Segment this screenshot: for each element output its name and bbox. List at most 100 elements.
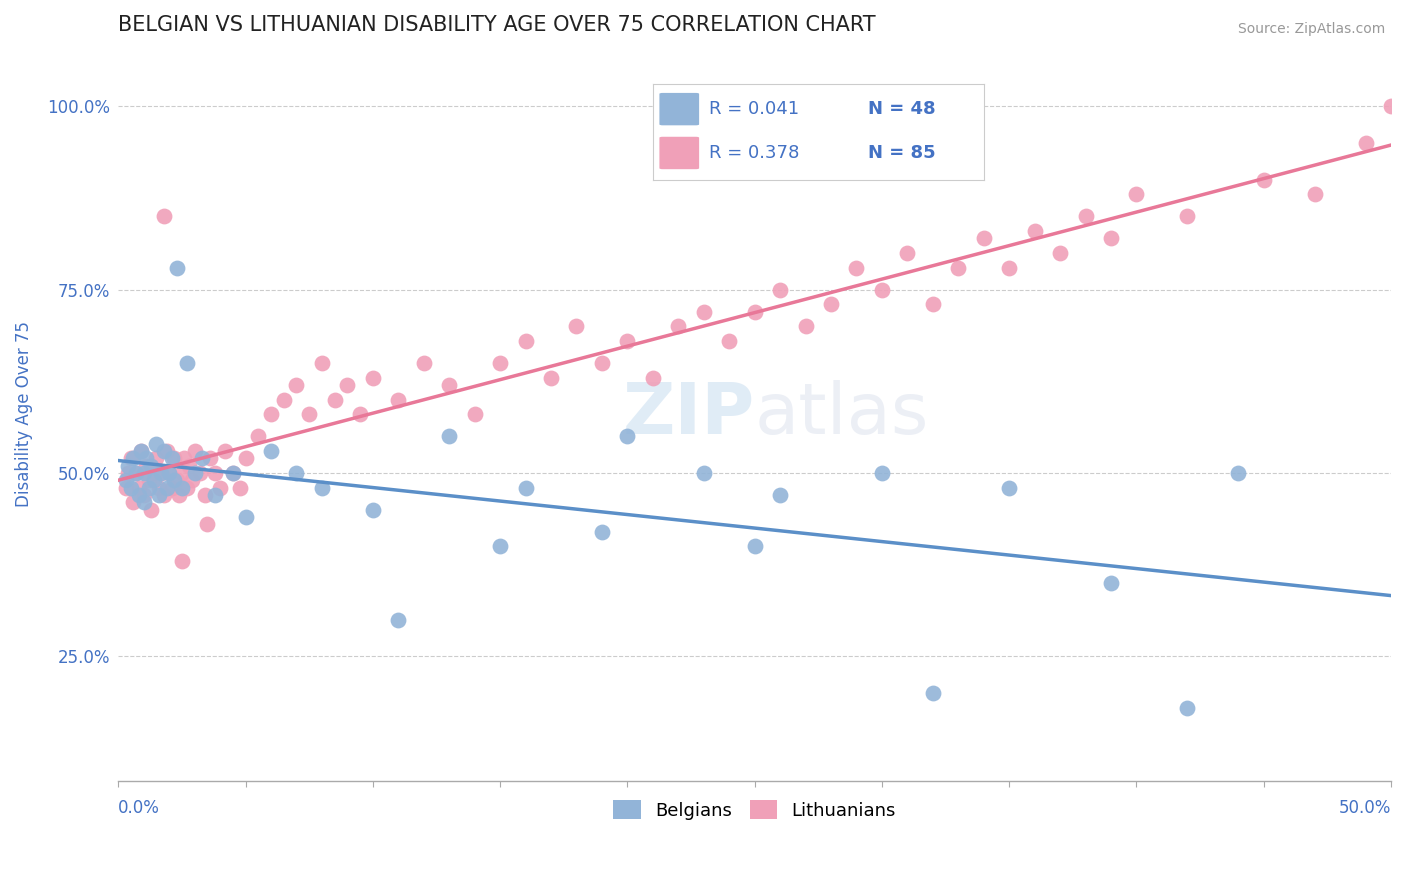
Point [235, 510, 257, 524]
Point [1024, 224, 1046, 238]
Point [1074, 210, 1097, 224]
Point [1175, 700, 1198, 714]
Point [412, 356, 434, 370]
Point [311, 356, 333, 370]
Point [122, 495, 145, 509]
Point [166, 473, 188, 487]
Point [153, 210, 176, 224]
Point [437, 429, 460, 443]
Point [138, 481, 160, 495]
Point [387, 613, 409, 627]
Point [191, 451, 214, 466]
Point [666, 319, 689, 334]
Point [166, 260, 188, 275]
Point [565, 319, 588, 334]
Point [692, 304, 714, 318]
Point [170, 466, 193, 480]
Point [160, 481, 183, 495]
Point [260, 407, 283, 421]
Point [1175, 210, 1198, 224]
Point [361, 370, 384, 384]
Point [169, 488, 191, 502]
Point [142, 466, 165, 480]
Point [616, 334, 638, 348]
Point [132, 495, 155, 509]
Point [515, 334, 537, 348]
Point [198, 451, 221, 466]
Point [195, 517, 218, 532]
Point [921, 297, 943, 311]
Point [214, 444, 236, 458]
Point [921, 686, 943, 700]
Point [115, 481, 138, 495]
Point [1253, 172, 1275, 186]
Text: 50.0%: 50.0% [1339, 799, 1391, 817]
Point [145, 451, 167, 466]
Point [820, 297, 842, 311]
Point [128, 481, 150, 495]
Point [285, 466, 308, 480]
Text: Source: ZipAtlas.com: Source: ZipAtlas.com [1237, 22, 1385, 37]
Point [155, 444, 177, 458]
Point [170, 554, 193, 568]
Point [141, 502, 163, 516]
Point [998, 260, 1021, 275]
Point [769, 283, 792, 297]
Point [260, 444, 283, 458]
Point [120, 481, 142, 495]
Point [718, 334, 741, 348]
Point [616, 429, 638, 443]
Point [540, 370, 562, 384]
Point [973, 231, 995, 245]
Point [222, 466, 245, 480]
Point [591, 524, 613, 539]
Point [361, 502, 384, 516]
Point [150, 466, 173, 480]
Point [896, 246, 918, 260]
Point [125, 466, 148, 480]
Point [437, 378, 460, 392]
Point [845, 260, 868, 275]
Text: atlas: atlas [755, 380, 929, 449]
Point [285, 378, 308, 392]
Point [179, 458, 201, 473]
Point [120, 451, 142, 466]
Point [489, 539, 512, 553]
Point [153, 488, 176, 502]
Point [153, 444, 176, 458]
Point [128, 488, 150, 502]
Point [117, 466, 139, 480]
Point [135, 451, 157, 466]
Point [155, 481, 177, 495]
Legend: Belgians, Lithuanians: Belgians, Lithuanians [606, 793, 903, 827]
Point [188, 466, 211, 480]
Point [141, 458, 163, 473]
Point [145, 436, 167, 450]
Point [641, 370, 664, 384]
Point [142, 473, 165, 487]
Point [336, 378, 359, 392]
Point [157, 466, 180, 480]
Point [148, 481, 170, 495]
Point [464, 407, 486, 421]
Point [204, 466, 226, 480]
Text: BELGIAN VS LITHUANIAN DISABILITY AGE OVER 75 CORRELATION CHART: BELGIAN VS LITHUANIAN DISABILITY AGE OVE… [118, 15, 876, 35]
Text: 0.0%: 0.0% [118, 799, 160, 817]
Point [1125, 187, 1147, 202]
Point [173, 451, 195, 466]
Point [194, 488, 217, 502]
Point [117, 458, 139, 473]
Point [209, 481, 232, 495]
Point [1099, 231, 1122, 245]
Point [298, 407, 321, 421]
Text: ZIP: ZIP [623, 380, 755, 449]
Point [157, 466, 180, 480]
Point [176, 356, 198, 370]
Point [489, 356, 512, 370]
Point [387, 392, 409, 407]
Point [170, 481, 193, 495]
Point [163, 473, 186, 487]
Point [183, 444, 205, 458]
Point [181, 473, 204, 487]
Point [744, 539, 766, 553]
